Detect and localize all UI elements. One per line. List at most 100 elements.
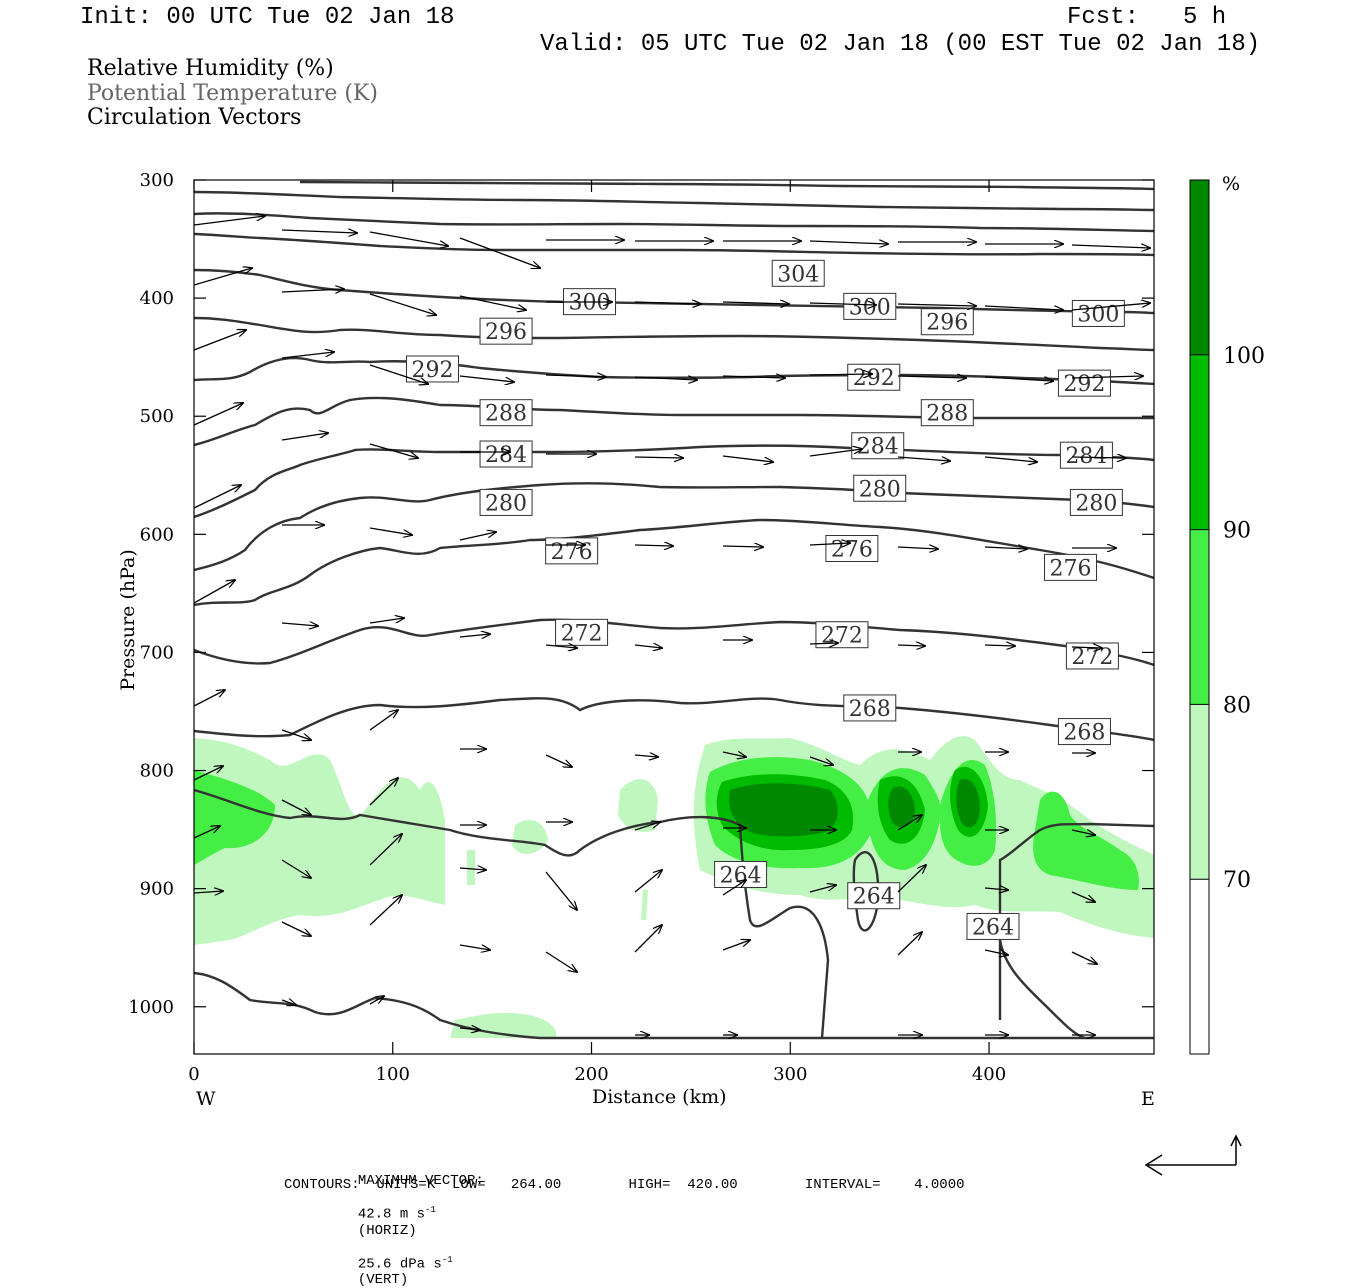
- rh-80-region: [1033, 791, 1139, 890]
- contour-label: 292: [853, 366, 895, 391]
- rh-80-region: [194, 770, 275, 865]
- wind-vector: [809, 241, 888, 244]
- x-tick-label: 300: [773, 1064, 807, 1085]
- wind-vector: [545, 871, 577, 910]
- wind-vector: [459, 944, 490, 950]
- contour-label: 292: [1063, 372, 1105, 397]
- wind-vector: [809, 885, 836, 893]
- contour-label-box: [1071, 299, 1125, 327]
- wind-vector: [722, 880, 746, 896]
- contour-label: 280: [859, 477, 901, 502]
- contour-label: 272: [821, 624, 863, 649]
- wind-vector: [897, 547, 938, 549]
- wind-vector: [459, 868, 486, 870]
- y-tick-label: 500: [140, 406, 174, 427]
- contour-label-box: [847, 882, 901, 910]
- wind-vector: [369, 834, 402, 866]
- contour-labels: 264 264 264 268 268 272 272 272 276 276 276 280 280 2…: [406, 259, 1125, 940]
- wind-vector: [634, 925, 662, 953]
- rh-shading: [194, 736, 1154, 1038]
- theta-contour-292: [194, 356, 1154, 386]
- wind-vector: [984, 305, 1063, 310]
- wind-vector: [369, 710, 398, 731]
- contour-label-box: [843, 694, 897, 722]
- theta-contour-264: [194, 971, 1154, 1040]
- wind-vector: [809, 543, 850, 545]
- wind-vector: [634, 645, 662, 648]
- theta-contour-288: [194, 396, 1154, 447]
- colorbar: 70 80 90 100%: [1189, 173, 1265, 1055]
- contour-label-box: [1059, 441, 1113, 469]
- circulation-vectors: [194, 216, 1150, 1035]
- theta-contour-296: [194, 316, 1154, 352]
- wind-vector: [809, 449, 862, 457]
- wind-vector: [459, 1028, 480, 1030]
- theta-contour-264: [998, 939, 1086, 1040]
- wind-vector: [281, 352, 334, 359]
- wind-vector: [194, 216, 265, 226]
- contour-label-box: [771, 259, 825, 287]
- wind-vector: [194, 891, 223, 893]
- wind-vector: [194, 485, 241, 509]
- wind-vector: [1071, 245, 1150, 248]
- wind-vector: [281, 230, 357, 233]
- contour-label: 284: [857, 435, 899, 460]
- wind-vector: [369, 778, 398, 806]
- colorbar-segment: [1190, 180, 1209, 355]
- y-tick-label: 400: [140, 288, 174, 309]
- contour-label-box: [479, 317, 533, 345]
- wind-vector: [369, 231, 448, 246]
- wind-vector: [281, 799, 311, 815]
- colorbar-label: 70: [1223, 868, 1251, 893]
- rh-100-region: [729, 783, 838, 837]
- x-tick-label: 100: [376, 1064, 410, 1085]
- wind-vector: [897, 304, 976, 306]
- x-tick-label: 400: [972, 1064, 1006, 1085]
- max-vector-label: MAXIMUM VECTOR:: [357, 1173, 484, 1189]
- rh-100-region: [888, 786, 915, 828]
- colorbar-label: 100: [1223, 344, 1265, 369]
- theta-contour-300: [194, 268, 1154, 315]
- contour-label: 272: [1071, 645, 1113, 670]
- colorbar-frame: [1189, 179, 1210, 1055]
- theta-contour-304: [194, 232, 1154, 257]
- contour-label-box: [1057, 718, 1111, 746]
- wind-vector: [984, 888, 1008, 890]
- wind-vector: [194, 330, 246, 351]
- legend-theta: Potential Temperature (K): [87, 81, 378, 106]
- contour-label-box: [555, 618, 609, 646]
- contour-label: 264: [720, 863, 762, 888]
- wind-vector: [984, 456, 1037, 462]
- wind-vector: [281, 289, 344, 292]
- contour-label: 284: [485, 443, 527, 468]
- wind-vector: [809, 643, 838, 644]
- wind-vector: [369, 527, 412, 535]
- cross-section-chart: 264 264 264 268 268 272 272 272 276 276 276 280 280 2…: [128, 170, 1265, 1176]
- rh-70-region: [194, 738, 445, 945]
- wind-vector: [369, 364, 428, 384]
- colorbar-segment: [1190, 529, 1209, 705]
- wind-vector: [809, 303, 876, 305]
- theta-contour-308: [194, 212, 1154, 233]
- wind-vector: [897, 865, 926, 893]
- wind-vector: [369, 293, 436, 315]
- theta-contour-316: [299, 180, 1154, 191]
- wind-vector: [194, 690, 225, 707]
- contour-label: 300: [569, 291, 611, 316]
- wind-vector: [897, 645, 925, 646]
- wind-vector: [281, 433, 328, 441]
- contour-label-box: [825, 534, 879, 562]
- wind-vector: [194, 826, 220, 839]
- contour-label: 296: [485, 320, 527, 345]
- wind-vector: [459, 532, 496, 541]
- contour-label: 288: [485, 402, 527, 427]
- contour-label: 292: [412, 358, 454, 383]
- wind-vector: [722, 376, 785, 378]
- contour-label: 276: [551, 540, 593, 565]
- wind-vector: [634, 755, 658, 757]
- init-time: Init: 00 UTC Tue 02 Jan 18: [80, 4, 455, 31]
- contour-label: 264: [853, 885, 895, 910]
- rh-70-region: [467, 850, 475, 885]
- wind-vector: [984, 376, 1053, 381]
- colorbar-segment: [1190, 354, 1209, 530]
